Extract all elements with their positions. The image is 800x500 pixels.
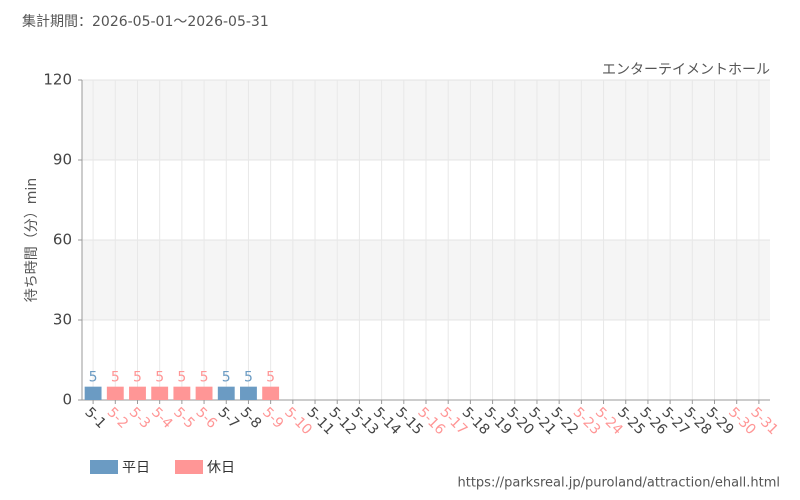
y-tick-label: 60 [53, 231, 72, 249]
value-label: 5 [177, 370, 186, 386]
value-label: 5 [200, 370, 209, 386]
bar [106, 386, 124, 400]
y-tick-label: 30 [53, 311, 72, 329]
bar [217, 386, 235, 400]
chart-title: エンターテイメントホール [602, 62, 770, 78]
bar [129, 386, 146, 400]
y-tick-label: 0 [62, 391, 72, 409]
y-tick-label: 120 [43, 71, 72, 89]
value-label: 5 [155, 370, 164, 386]
x-tick-label: 5-9 [259, 404, 286, 431]
value-label: 5 [222, 370, 231, 386]
bar [262, 386, 280, 400]
chart-subtitle: 集計期間：2026-05-01～2026-05-31 [22, 13, 269, 30]
value-label: 5 [133, 370, 142, 386]
bar [84, 386, 102, 400]
x-tick-label: 5-1 [81, 404, 108, 431]
legend-swatch [90, 460, 118, 474]
x-tick-label: 5-4 [148, 404, 176, 432]
y-axis-label: 待ち時間（分）min [24, 178, 40, 302]
value-label: 5 [89, 370, 98, 386]
bar [240, 386, 257, 400]
x-tick-label: 5-5 [170, 404, 197, 431]
source-url: https://parksreal.jp/puroland/attraction… [458, 476, 781, 491]
bar [173, 386, 191, 400]
value-label: 5 [266, 370, 275, 386]
x-tick-label: 5-7 [215, 404, 242, 431]
x-tick-label: 5-2 [104, 404, 131, 431]
x-tick-label: 5-3 [126, 404, 153, 431]
x-tick-label: 5-6 [192, 404, 220, 432]
legend-swatch [175, 460, 203, 474]
value-label: 5 [244, 370, 253, 386]
bar [151, 386, 169, 400]
legend-label: 平日 [122, 460, 150, 476]
y-tick-label: 90 [53, 151, 72, 169]
x-tick-label: 5-8 [237, 404, 264, 431]
bar [195, 386, 213, 400]
value-label: 5 [111, 370, 120, 386]
legend-label: 休日 [207, 460, 235, 476]
